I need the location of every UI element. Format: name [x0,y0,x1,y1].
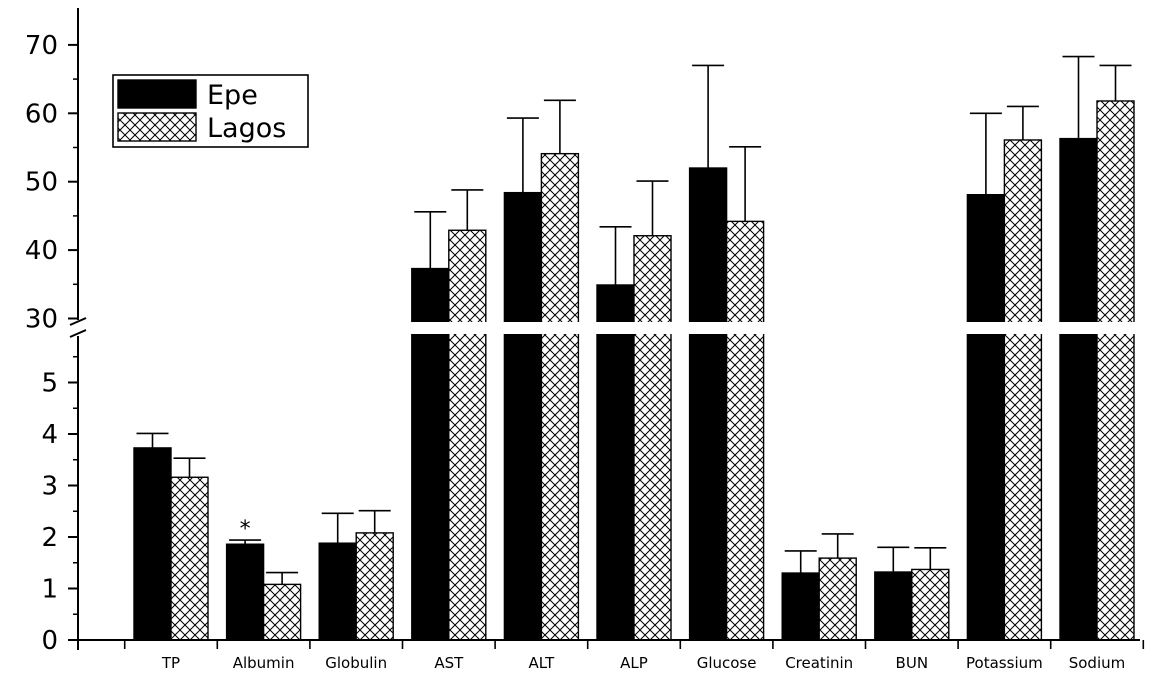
axis-break-mark [69,317,87,338]
bar-epe-globulin [318,542,357,641]
bar-lagos-potassium [1003,139,1043,641]
axes-layer [68,8,1145,650]
bar-epe-albumin [225,543,265,641]
category-label-sodium: Sodium [1069,654,1126,672]
bar-epe-sodium [1059,137,1098,641]
y-tick-label-30: 30 [25,305,58,335]
y-tick-label-5: 5 [41,369,58,399]
bar-lagos-globulin [355,532,394,641]
y-tick-label-70: 70 [25,31,58,61]
bar-epe-glucose [688,167,728,641]
category-label-tp: TP [161,654,180,672]
category-label-creatinin: Creatinin [785,654,853,672]
bar-epe-creatinin [781,572,820,641]
bar-lagos-tp [170,476,209,641]
bars-layer [133,100,1135,641]
legend-swatch-lagos [117,112,197,142]
bar-lagos-sodium [1096,100,1135,641]
bar-lagos-albumin [262,583,302,641]
y-tick-label-60: 60 [25,99,58,129]
error-bars-layer [136,55,1132,585]
significance-marker: * [240,517,251,542]
bar-lagos-alp [633,235,672,641]
bar-epe-bun [874,571,913,641]
y-tick-label-50: 50 [25,168,58,198]
bar-epe-tp [133,447,172,641]
category-label-bun: BUN [896,654,929,672]
y-tick-label-2: 2 [41,523,58,553]
bar-epe-alt [503,191,543,641]
axis-break-band [80,322,1142,334]
y-tick-label-3: 3 [41,472,58,502]
y-tick-label-1: 1 [41,575,58,605]
legend-swatch-epe [117,79,197,109]
y-tick-label-0: 0 [41,626,58,656]
bar-lagos-glucose [725,220,765,641]
y-tick-label-4: 4 [41,420,58,450]
labels-layer: TP Albumin Globulin AST ALT ALP Glucose Creatin… [25,31,1125,672]
axis-break-gap [80,322,1142,334]
category-label-globulin: Globulin [325,654,387,672]
category-label-ast: AST [434,654,464,672]
category-label-alp: ALP [620,654,648,672]
legend-label-epe: Epe [207,80,258,111]
category-label-potassium: Potassium [966,654,1043,672]
y-tick-label-40: 40 [25,236,58,266]
legend-label-lagos: Lagos [207,113,286,144]
bar-lagos-ast [448,229,487,641]
category-label-alt: ALT [529,654,556,672]
bar-lagos-alt [540,152,580,641]
bar-lagos-creatinin [818,557,857,641]
bar-lagos-bun [911,568,950,641]
bar-epe-alp [596,284,635,641]
category-label-glucose: Glucose [697,654,757,672]
category-label-albumin: Albumin [233,654,295,672]
bar-epe-potassium [966,193,1006,641]
